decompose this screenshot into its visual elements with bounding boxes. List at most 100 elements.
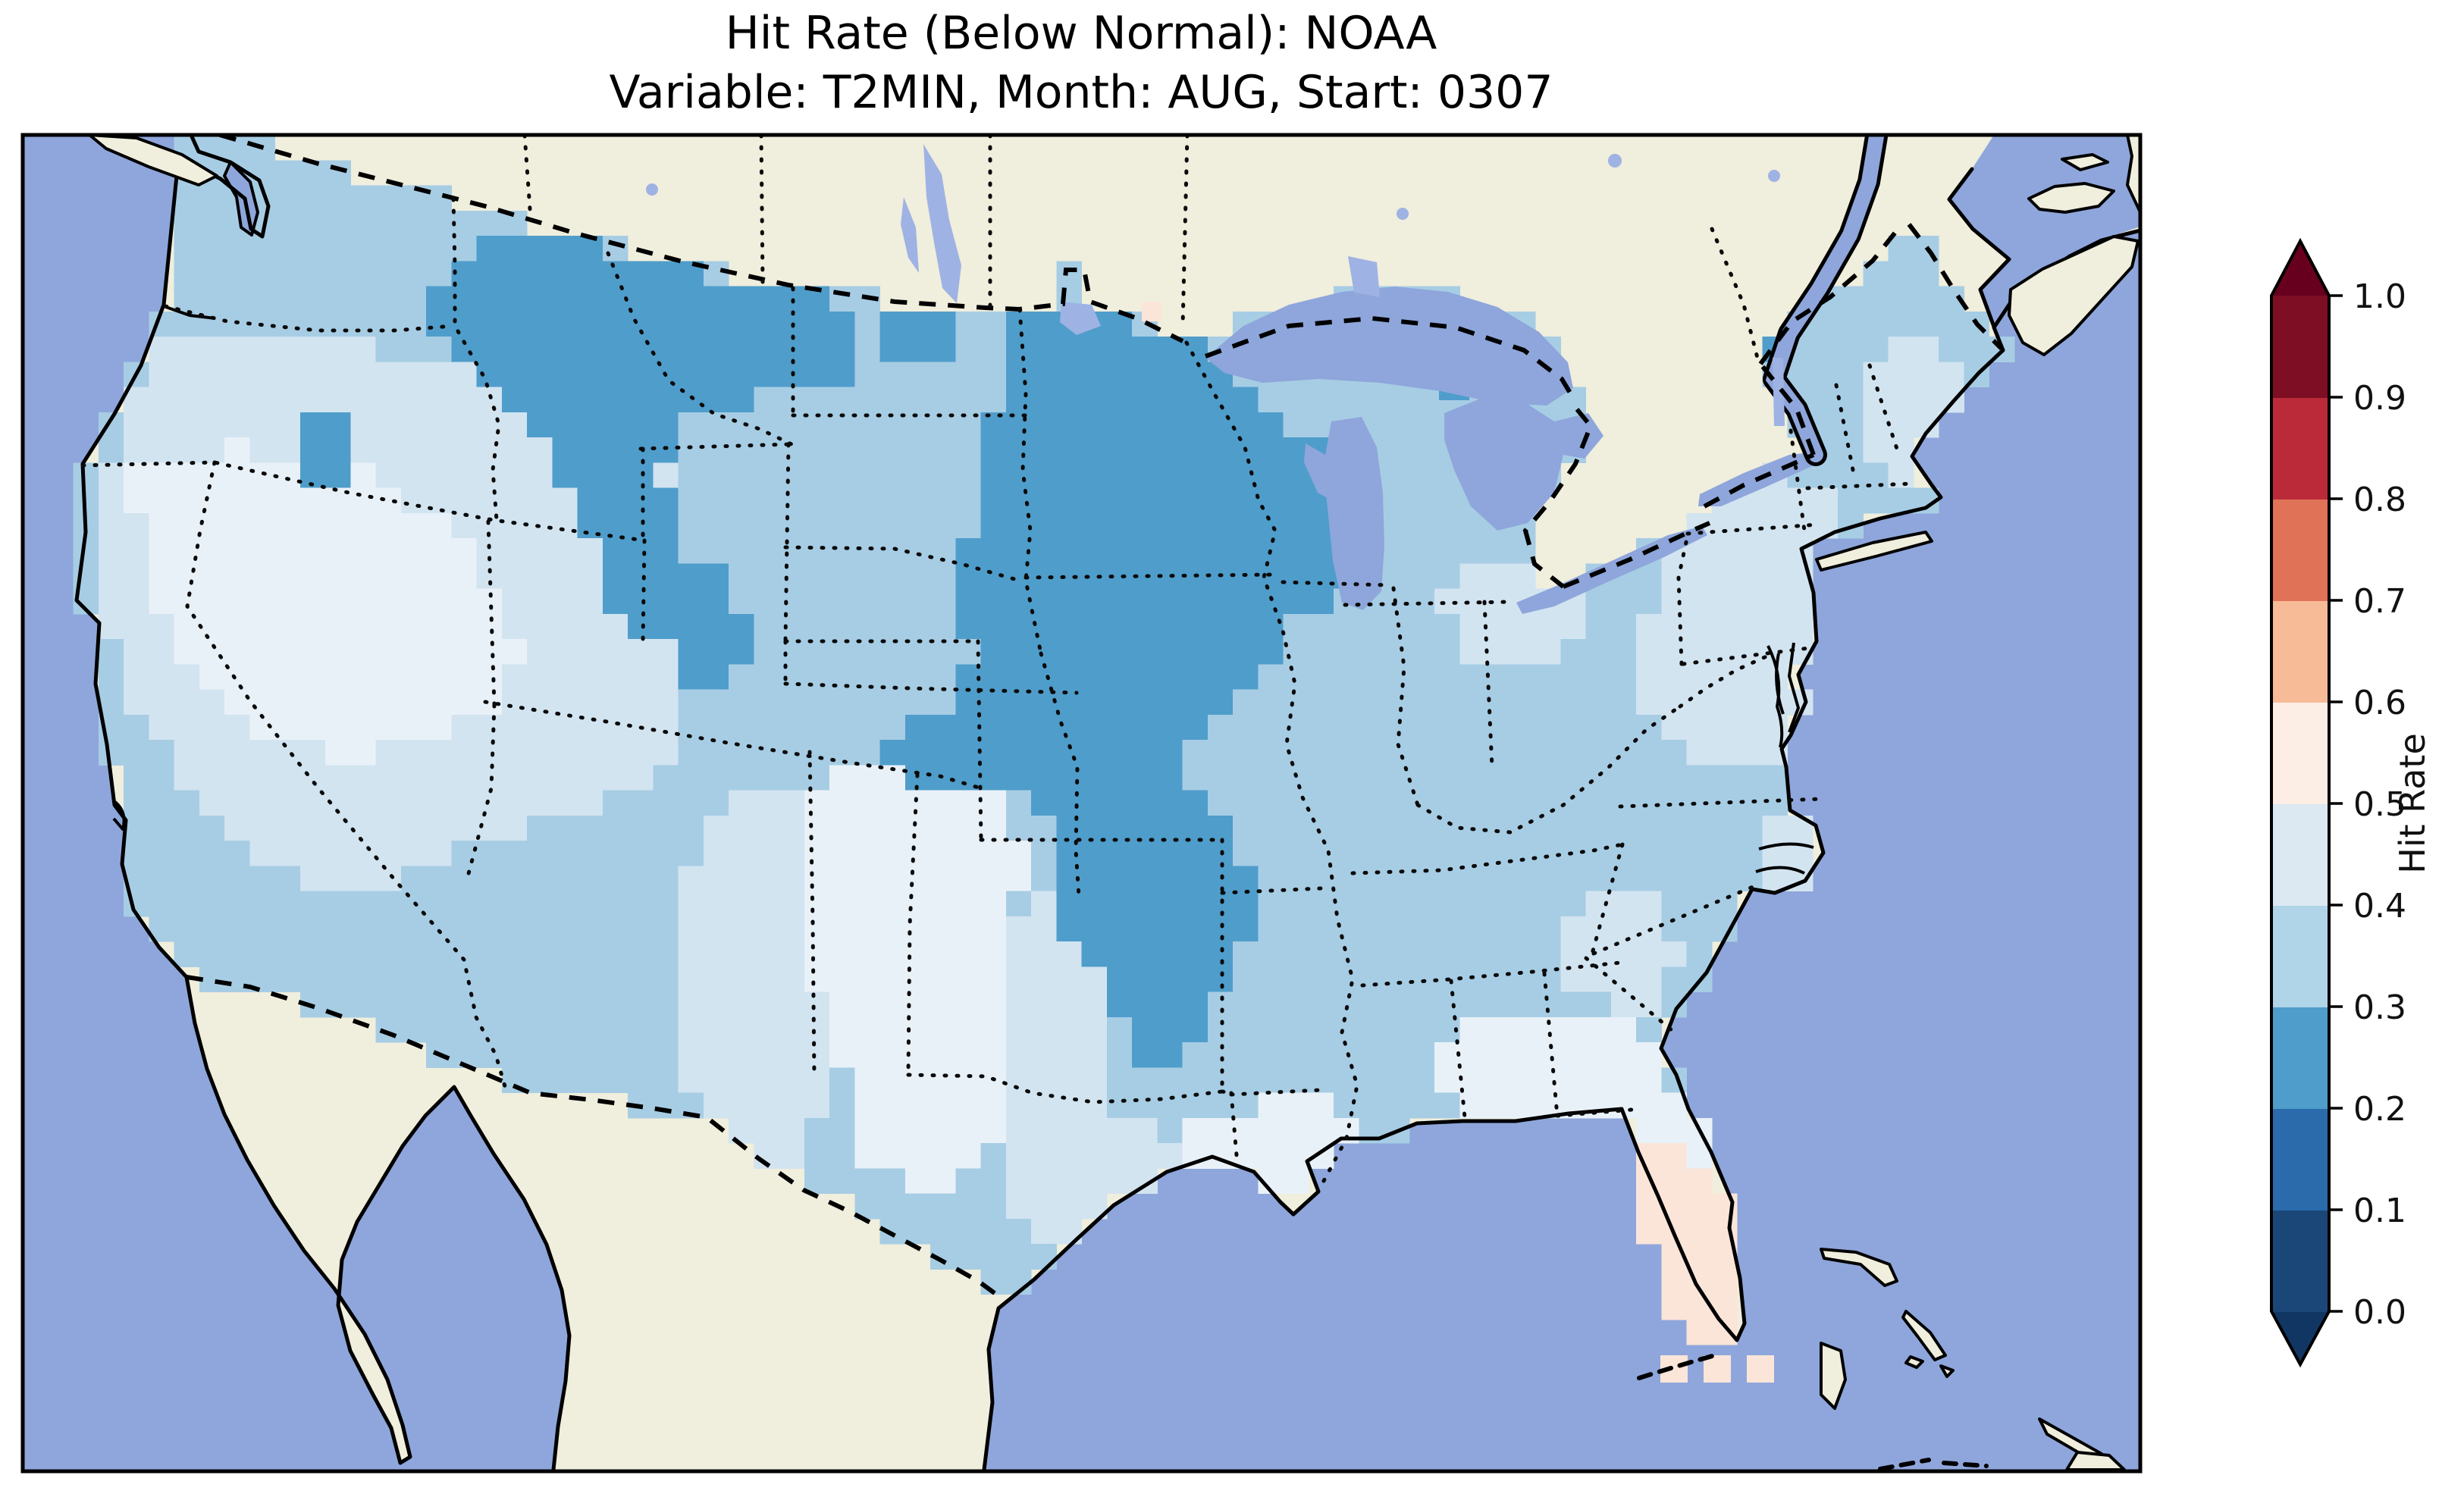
grid-cell: [174, 639, 200, 665]
grid-cell: [829, 815, 855, 841]
grid-cell: [703, 512, 729, 539]
grid-cell: [1384, 664, 1410, 691]
grid-cell: [904, 462, 931, 489]
grid-cell: [1182, 1067, 1208, 1094]
grid-cell: [653, 588, 679, 615]
grid-cell: [602, 639, 629, 665]
grid-cell: [1484, 1067, 1511, 1094]
grid-cell: [854, 841, 881, 866]
grid-cell: [653, 337, 679, 362]
grid-cell: [1005, 639, 1032, 665]
grid-cell: [1081, 1143, 1108, 1169]
grid-cell: [729, 613, 754, 640]
grid-cell: [350, 387, 377, 413]
grid-cell: [653, 941, 679, 967]
grid-cell: [501, 1016, 528, 1043]
grid-cell: [1132, 362, 1158, 388]
grid-cell: [955, 790, 982, 816]
grid-cell: [1384, 1042, 1410, 1068]
grid-cell: [904, 1168, 931, 1195]
grid-cell: [199, 588, 225, 615]
grid-cell: [174, 815, 200, 841]
grid-cell: [1762, 790, 1788, 816]
grid-cell: [703, 714, 729, 741]
grid-cell: [1359, 664, 1385, 691]
grid-cell: [653, 1092, 679, 1119]
georgian-bay: [1554, 413, 1603, 459]
grid-cell: [703, 362, 729, 388]
grid-cell: [552, 1016, 578, 1043]
colorbar-tick-label: 0.7: [2353, 582, 2406, 621]
grid-cell: [224, 891, 250, 917]
grid-cell: [703, 588, 729, 615]
grid-cell: [1711, 815, 1738, 841]
grid-cell: [804, 613, 830, 640]
grid-cell: [1661, 815, 1688, 841]
grid-cell: [955, 916, 982, 942]
grid-cell: [703, 1042, 729, 1068]
grid-cell: [1560, 966, 1587, 993]
grid-cell: [1812, 462, 1839, 489]
grid-cell: [1610, 588, 1637, 615]
grid-cell: [804, 815, 830, 841]
grid-cell: [930, 966, 956, 993]
grid-cell: [1056, 916, 1083, 942]
grid-cell: [1409, 941, 1435, 967]
map-axes: [23, 135, 2140, 1471]
grid-cell: [1585, 866, 1612, 892]
grid-cell: [1535, 714, 1561, 741]
grid-cell: [350, 362, 377, 388]
grid-cell: [1005, 1168, 1032, 1195]
grid-cell: [678, 563, 704, 590]
grid-cell: [1132, 462, 1158, 489]
lake-nipigon: [1348, 256, 1380, 297]
grid-cell: [1207, 437, 1234, 463]
grid-cell: [577, 286, 603, 312]
grid-cell: [1409, 387, 1435, 413]
grid-cell: [829, 866, 855, 892]
grid-cell: [501, 740, 528, 766]
grid-cell: [98, 462, 124, 489]
grid-cell: [224, 512, 250, 539]
grid-cell: [628, 689, 654, 716]
grid-cell: [904, 337, 931, 362]
grid-cell: [980, 941, 1007, 967]
grid-cell: [426, 916, 452, 942]
grid-cell: [350, 412, 377, 438]
grid-cell: [1031, 538, 1057, 564]
grid-cell: [1585, 815, 1612, 841]
grid-cell: [174, 563, 200, 590]
grid-cell: [577, 487, 603, 514]
grid-cell: [552, 487, 578, 514]
grid-cell: [476, 362, 503, 388]
grid-cell: [1334, 689, 1359, 716]
grid-cell: [1081, 664, 1108, 691]
green-bay: [1304, 443, 1331, 500]
grid-cell: [577, 966, 603, 993]
grid-cell: [1308, 941, 1334, 967]
grid-cell: [174, 891, 200, 917]
grid-cell: [299, 362, 326, 388]
grid-cell: [149, 689, 175, 716]
grid-cell: [829, 387, 855, 413]
grid-cell: [829, 1016, 855, 1043]
grid-cell: [174, 462, 200, 489]
grid-cell: [1182, 765, 1208, 791]
grid-cell: [1384, 387, 1410, 413]
grid-cell: [980, 765, 1007, 791]
grid-cell: [1939, 362, 1964, 388]
grid-cell: [199, 236, 225, 262]
grid-cell: [955, 538, 982, 564]
grid-cell: [804, 991, 830, 1018]
grid-cell: [879, 1168, 906, 1195]
grid-cell: [451, 538, 478, 564]
grid-cell: [1233, 538, 1259, 564]
grid-cell: [854, 815, 881, 841]
grid-cell: [1384, 790, 1410, 816]
grid-cell: [829, 437, 855, 463]
grid-cell: [1106, 966, 1133, 993]
ontario-lake-1: [1397, 208, 1409, 220]
grid-cell: [628, 337, 654, 362]
grid-cell: [1838, 286, 1864, 312]
grid-cell: [552, 437, 578, 463]
